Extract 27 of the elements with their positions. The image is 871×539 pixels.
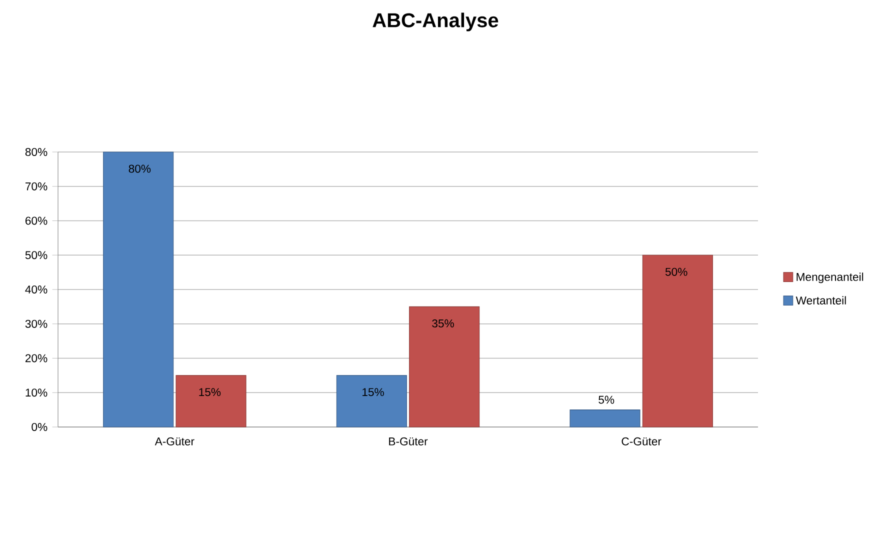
data-label: 5%	[598, 396, 614, 404]
legend-label: Mengenanteil	[796, 272, 864, 284]
bar	[176, 375, 246, 428]
data-label: 35%	[432, 319, 454, 328]
y-tick-label: 60%	[26, 216, 48, 225]
bar	[336, 375, 407, 428]
bar	[570, 410, 640, 428]
y-tick-label: 70%	[26, 182, 48, 190]
x-tick-label: B-Güter	[389, 437, 428, 446]
x-tick-label: C-Güter	[622, 437, 662, 446]
y-tick-label: 20%	[25, 354, 48, 362]
data-label: 15%	[199, 388, 221, 396]
x-tick-label: A-Güter	[154, 437, 194, 446]
y-tick-label: 40%	[25, 285, 48, 294]
data-label: 50%	[665, 268, 688, 276]
y-tick-label: 0%	[32, 422, 48, 431]
y-tick-label: 50%	[25, 251, 48, 260]
bar	[409, 306, 480, 428]
y-tick-label: 10%	[26, 388, 48, 397]
data-label: 80%	[128, 164, 151, 173]
y-tick-label: 30%	[25, 320, 48, 328]
chart-title: ABC-Analyse	[372, 12, 498, 32]
y-tick-label: 80%	[25, 148, 48, 156]
bar	[642, 254, 713, 428]
data-label: 15%	[362, 388, 384, 396]
legend-label: Wertanteil	[796, 296, 846, 304]
bar	[103, 152, 174, 428]
